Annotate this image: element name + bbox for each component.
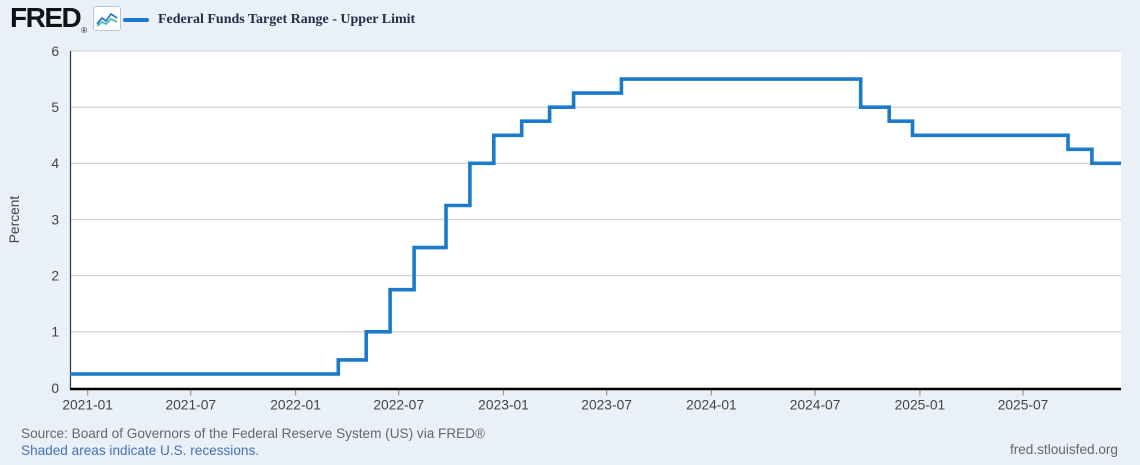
chart-footer: Source: Board of Governors of the Federa… — [21, 425, 485, 459]
legend-line-swatch — [123, 18, 149, 22]
fred-logo-chart-icon — [93, 5, 122, 31]
y-axis-title: Percent — [7, 196, 22, 244]
ffr-step-chart: 0 1 2 3 4 5 6 2021-01 2021-07 2022-01 2022-07 2023-… — [7, 44, 1121, 413]
fred-site-link[interactable]: fred.stlouisfed.org — [1009, 442, 1118, 457]
y-tick-label: 3 — [51, 212, 59, 227]
x-tick-label: 2023-07 — [581, 398, 632, 413]
header: FRED® — [10, 2, 122, 36]
y-tick-label: 1 — [51, 325, 59, 340]
y-tick-label: 0 — [51, 381, 59, 396]
chart-legend: Federal Funds Target Range - Upper Limit — [123, 12, 415, 28]
x-tick-label: 2021-07 — [165, 398, 216, 413]
y-tick-label: 6 — [51, 44, 59, 59]
x-tick-label: 2022-07 — [373, 398, 424, 413]
source-text: Source: Board of Governors of the Federa… — [21, 426, 486, 441]
series-step-line — [70, 77, 1121, 376]
x-tick-label: 2022-01 — [270, 398, 321, 413]
registered-mark: ® — [81, 26, 88, 35]
fred-logo-text: FRED — [10, 2, 82, 33]
x-tick-label: 2024-07 — [790, 398, 841, 413]
x-tick-label: 2021-01 — [62, 398, 113, 413]
legend-series-label[interactable]: Federal Funds Target Range - Upper Limit — [158, 12, 416, 27]
x-tick-label: 2025-07 — [998, 398, 1049, 413]
fred-logo[interactable]: FRED® — [10, 2, 88, 36]
y-tick-label: 2 — [51, 268, 59, 283]
x-tick-label: 2024-01 — [686, 398, 737, 413]
y-tick-label: 5 — [51, 100, 59, 115]
x-tick-label: 2025-01 — [895, 398, 946, 413]
recession-note-link[interactable]: Shaded areas indicate U.S. recessions. — [21, 443, 260, 458]
y-tick-label: 4 — [51, 156, 59, 171]
x-tick-label: 2023-01 — [478, 398, 529, 413]
